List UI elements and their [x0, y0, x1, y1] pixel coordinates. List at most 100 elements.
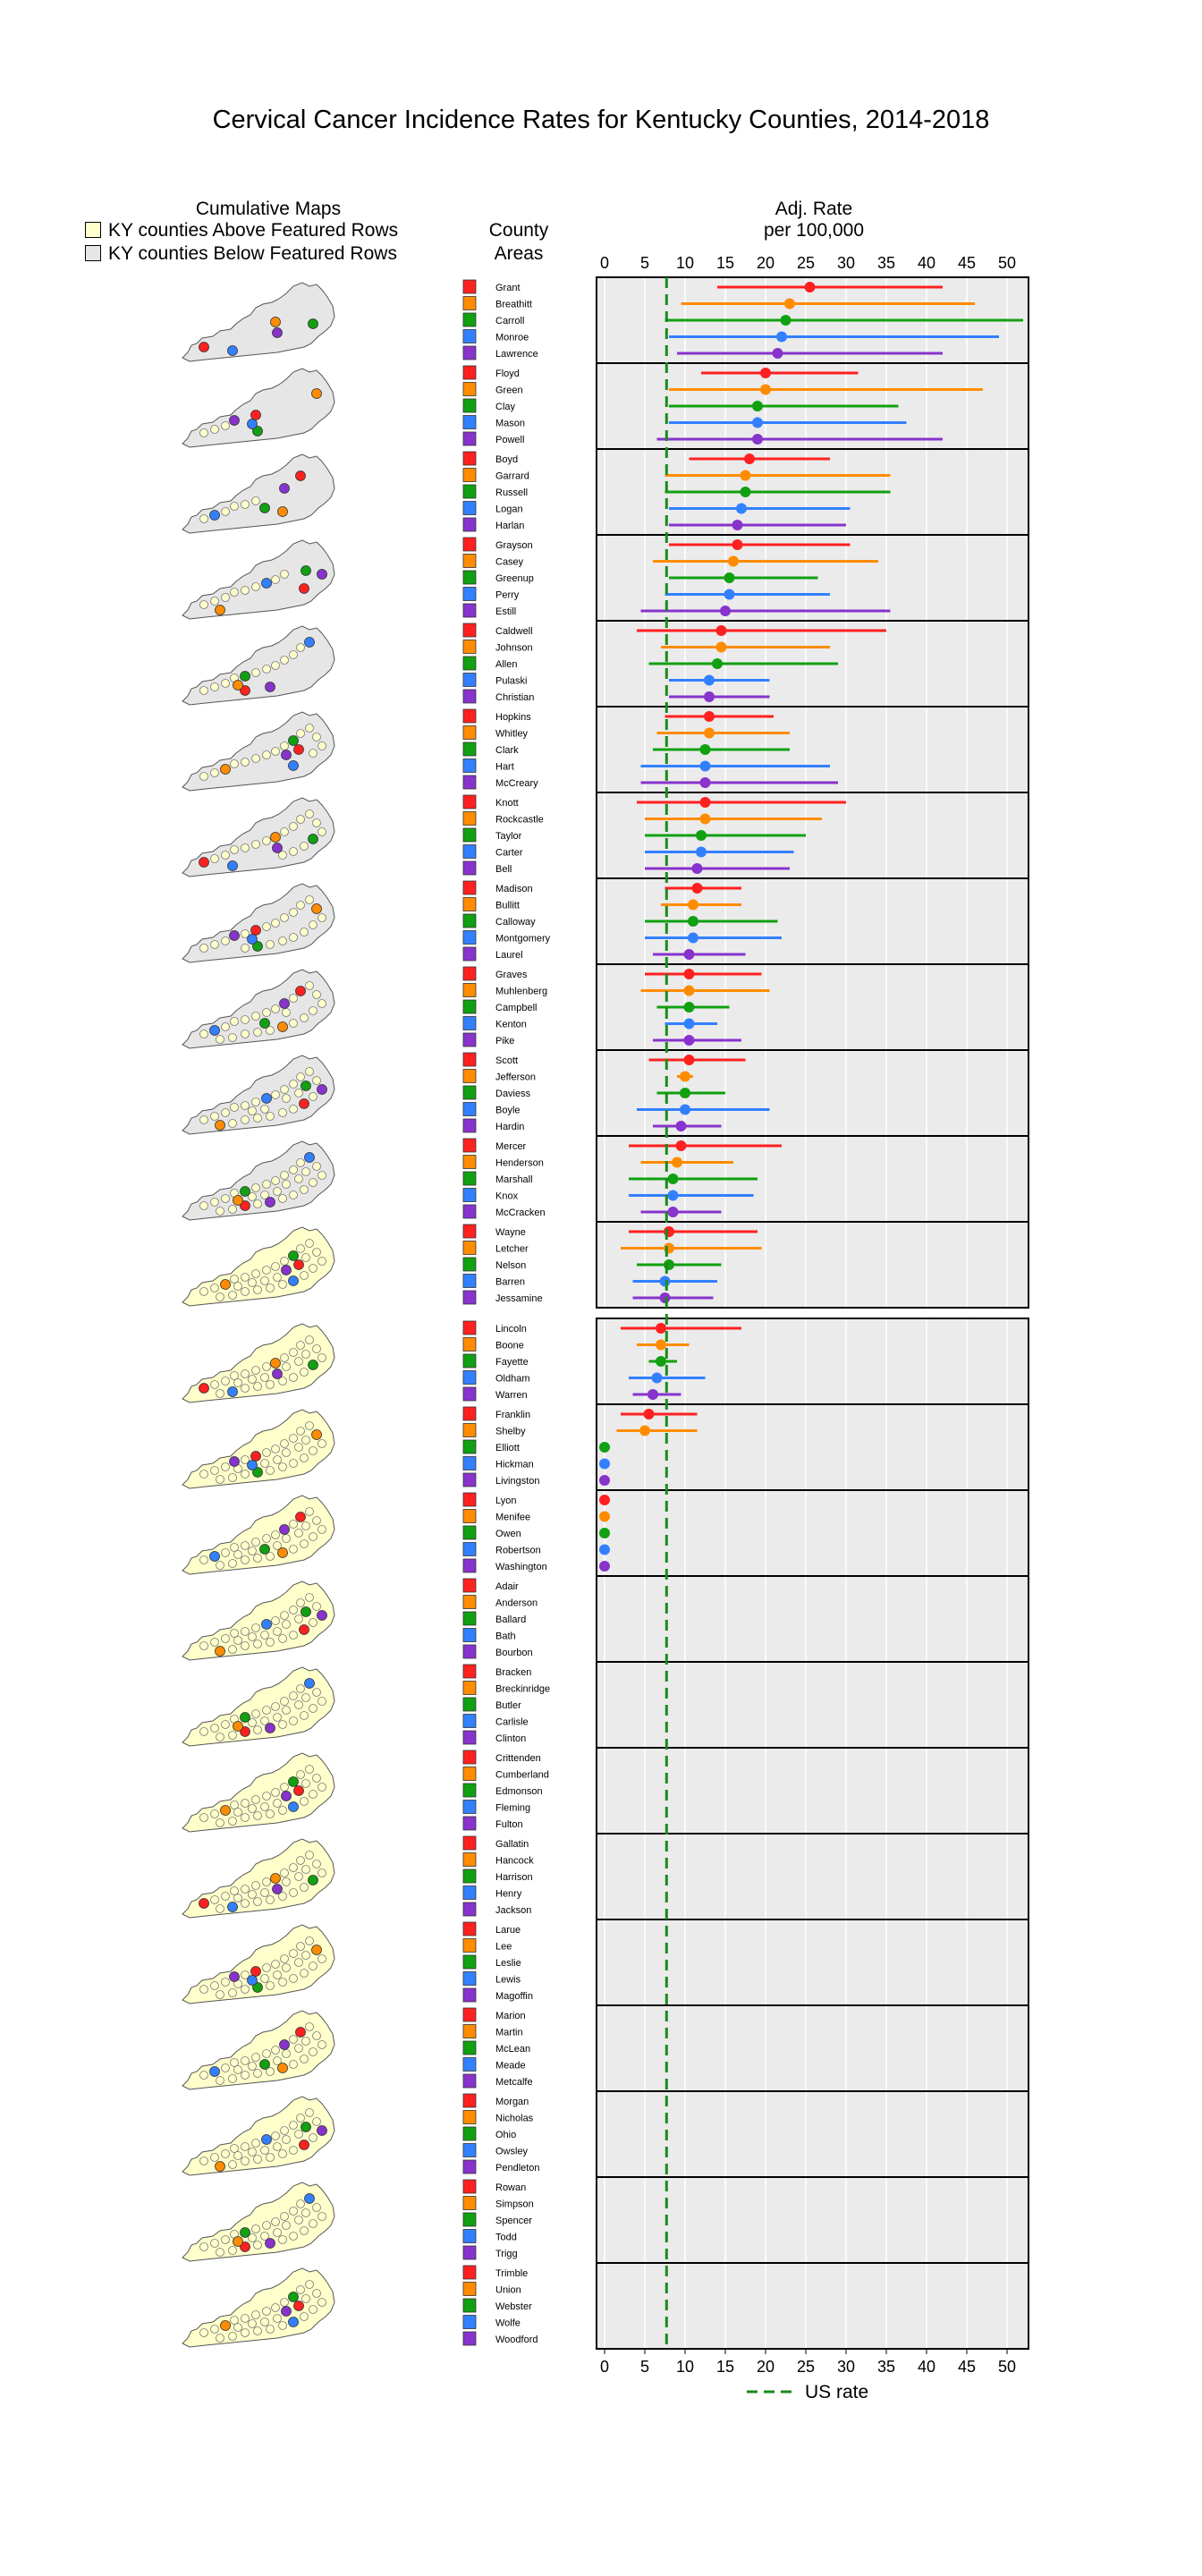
ky-county-shape [312, 1774, 321, 1783]
rate-point-scott [683, 1055, 695, 1065]
county-swatch [462, 1611, 477, 1626]
county-label-trigg: Trigg [495, 2249, 518, 2259]
county-label-warren: Warren [495, 1390, 528, 1401]
ky-county-shape [251, 496, 260, 505]
county-label-gallatin: Gallatin [495, 1839, 529, 1850]
rate-point-lyon [599, 1495, 610, 1505]
county-swatch [462, 1472, 477, 1487]
ky-county-shape [199, 1985, 208, 1994]
rate-point-rockcastle [699, 813, 711, 825]
ky-county-shape [216, 1035, 224, 1044]
ky-county-shape [271, 1702, 280, 1711]
rate-point-lincoln [656, 1323, 666, 1334]
ky-county-shape [300, 1539, 309, 1548]
ky-county-boone [270, 1358, 281, 1368]
ky-county-shape [312, 2031, 321, 2040]
ky-county-lincoln [199, 1383, 209, 1394]
ky-county-shape [230, 1886, 239, 1895]
ky-county-johnson [233, 680, 243, 691]
rate-point-laurel [683, 949, 695, 960]
ky-county-shape [233, 1808, 242, 1817]
ky-county-shape [278, 2235, 287, 2244]
county-label-casey: Casey [495, 557, 524, 568]
ky-micromap-0 [182, 282, 335, 362]
rate-point-henderson [672, 1157, 682, 1168]
ky-county-knox [304, 1152, 315, 1163]
ky-county-shape [280, 570, 289, 579]
county-swatch [462, 2265, 477, 2280]
county-swatch [462, 1353, 477, 1368]
rate-point-grayson [732, 539, 743, 550]
county-swatch [462, 623, 477, 638]
x-tick-top-label: 0 [600, 254, 609, 272]
county-label-mccracken: McCracken [495, 1208, 546, 1218]
ky-county-shape [210, 597, 219, 606]
ky-county-shape [228, 1645, 237, 1654]
rate-point-carroll [780, 315, 791, 326]
county-label-marion: Marion [495, 2011, 526, 2021]
rate-unit-header: per 100,000 [763, 220, 865, 241]
county-label-scott: Scott [495, 1055, 518, 1066]
ky-county-mclean [259, 2059, 270, 2070]
county-swatch [462, 2196, 477, 2210]
ky-county-lyon [295, 1512, 306, 1522]
ky-county-shape [289, 1520, 298, 1529]
ky-county-shape [199, 600, 208, 609]
ky-county-shape [241, 758, 250, 767]
ky-county-bullitt [311, 903, 322, 914]
county-label-trimble: Trimble [495, 2268, 528, 2279]
county-label-whitley: Whitley [495, 729, 529, 740]
rate-point-mccracken [667, 1207, 679, 1217]
ky-county-shape [230, 2058, 239, 2067]
rate-point-oldham [651, 1372, 663, 1384]
county-swatch [462, 2298, 477, 2313]
ky-county-shape [301, 1521, 310, 1530]
ky-county-shape [312, 818, 321, 827]
county-label-hart: Hart [495, 762, 514, 773]
ky-county-nicholas [215, 2161, 225, 2172]
ky-county-magoffin [229, 1971, 240, 1982]
ky-county-carter [227, 860, 238, 871]
ky-county-shape [262, 1534, 271, 1543]
ky-county-shape [309, 1264, 317, 1273]
x-tick-bottom-label: 45 [958, 2358, 976, 2376]
ky-county-shape [300, 1969, 309, 1978]
rate-panel-16 [597, 1662, 1028, 1748]
rate-panel-22 [597, 2177, 1028, 2263]
ky-county-shape [216, 1561, 224, 1570]
ky-county-shape [266, 1895, 275, 1904]
rate-panel-23 [597, 2263, 1028, 2349]
ky-county-shape [280, 1697, 289, 1706]
county-label-owsley: Owsley [495, 2147, 529, 2157]
rate-point-green [760, 384, 771, 395]
county-swatch [462, 1954, 477, 1970]
county-label-grant: Grant [495, 283, 521, 293]
county-swatch [462, 1155, 477, 1169]
county-swatch [462, 1224, 477, 1239]
county-label-ohio: Ohio [495, 2130, 516, 2140]
ky-county-shape [228, 1559, 237, 1568]
ky-county-shape [216, 2248, 224, 2257]
ky-county-shape [251, 582, 260, 591]
county-swatch [462, 365, 477, 380]
ky-county-shape [241, 2157, 250, 2165]
ky-county-shape [266, 1112, 275, 1121]
ky-county-shape [262, 2049, 271, 2058]
county-label-crittenden: Crittenden [495, 1753, 541, 1764]
ky-county-shape [317, 827, 326, 836]
county-swatch [462, 415, 477, 429]
county-label-laurel: Laurel [495, 950, 523, 961]
ky-county-shape [301, 2037, 310, 2046]
ky-county-shape [199, 1727, 208, 1736]
county-swatch [462, 1085, 477, 1100]
ky-county-shape [199, 1115, 208, 1124]
county-swatch [462, 587, 477, 601]
x-tick-bottom-label: 25 [797, 2358, 815, 2376]
ky-county-shape [273, 2314, 282, 2323]
ky-county-shape [280, 1954, 289, 1963]
ky-county-lee [311, 1945, 322, 1955]
rate-point-daviess [680, 1088, 690, 1098]
ky-county-whitley [220, 764, 231, 775]
county-swatch [462, 468, 477, 482]
x-tick-top-label: 25 [797, 254, 815, 272]
